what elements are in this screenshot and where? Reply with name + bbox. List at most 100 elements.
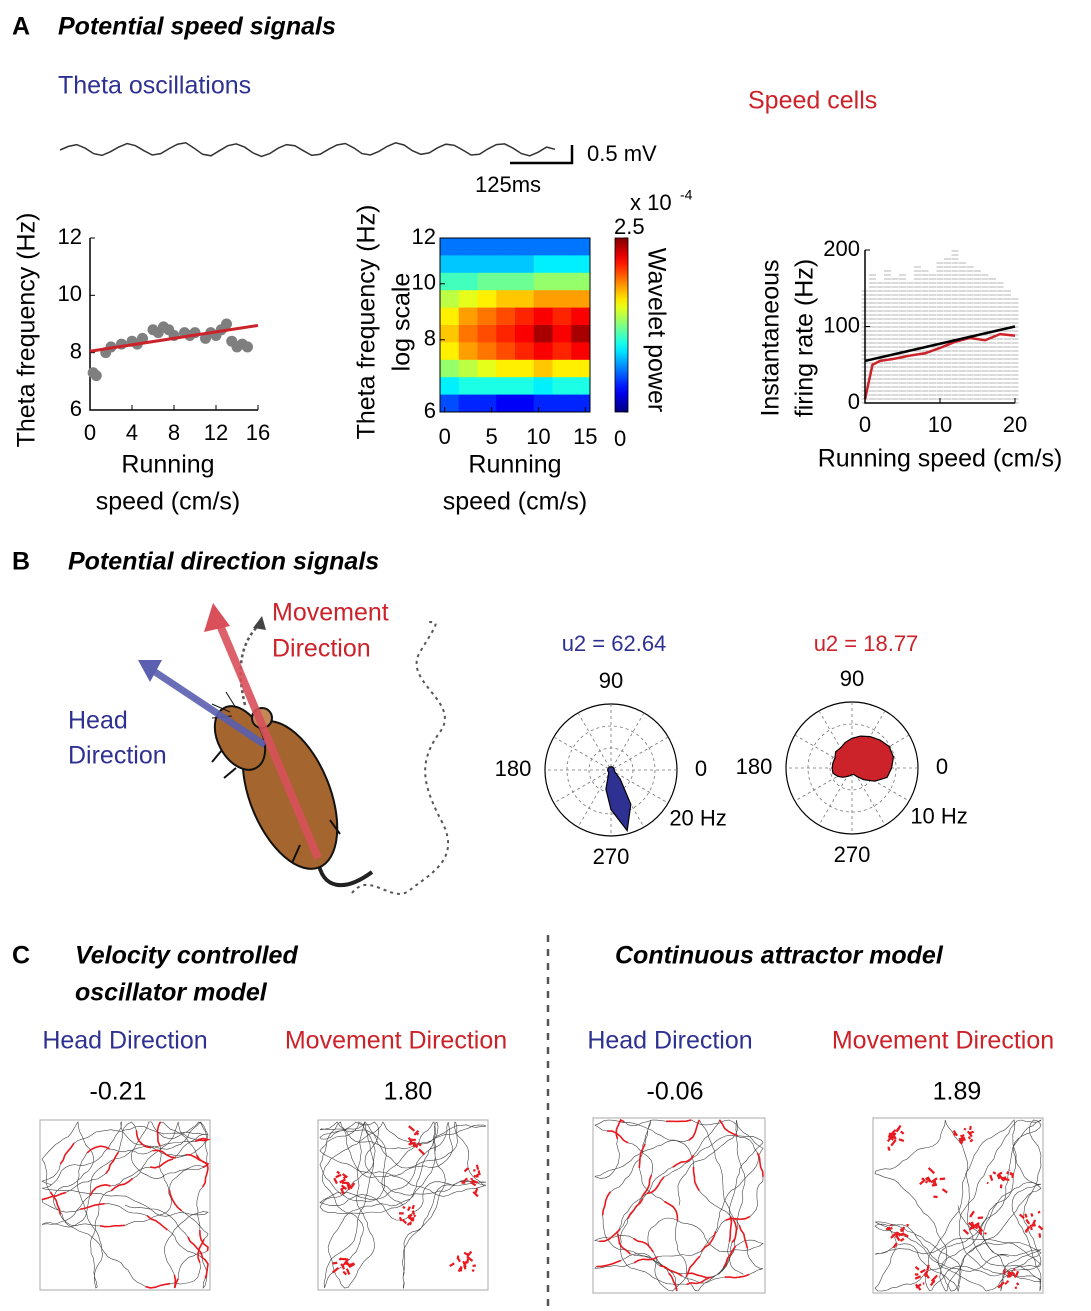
heat-cell bbox=[458, 238, 478, 256]
map-label: Head Direction bbox=[587, 1027, 752, 1055]
heat-cell bbox=[477, 325, 497, 343]
line bbox=[863, 332, 1016, 400]
raster-column bbox=[884, 270, 891, 404]
raster-column bbox=[891, 278, 899, 404]
plot-frame bbox=[439, 237, 591, 413]
point bbox=[221, 318, 232, 330]
heat-cell bbox=[571, 307, 591, 326]
heat-cell bbox=[533, 342, 553, 361]
heat-cell bbox=[477, 238, 497, 256]
y-tick-label: 10 bbox=[412, 270, 436, 295]
heat-cell bbox=[552, 325, 572, 343]
x-axis-label: speed (cm/s) bbox=[96, 488, 240, 516]
map-label: Head Direction bbox=[42, 1027, 207, 1055]
raster-column bbox=[1004, 290, 1011, 404]
trace bbox=[59, 142, 556, 158]
colorbar-exponent: -4 bbox=[680, 187, 693, 203]
firing-field bbox=[886, 1124, 905, 1152]
panel-letter: B bbox=[12, 548, 30, 576]
heat-cell bbox=[440, 342, 460, 361]
firing-field bbox=[885, 1223, 909, 1249]
heat-cell bbox=[515, 307, 535, 326]
heat-cell bbox=[571, 359, 591, 378]
raster-column bbox=[876, 282, 884, 404]
x-tick-label: 10 bbox=[928, 412, 952, 437]
model-title: oscillator model bbox=[75, 979, 268, 1007]
theta-label: Theta oscillations bbox=[58, 72, 251, 100]
raster-column bbox=[989, 278, 996, 404]
x-tick-label: 15 bbox=[573, 424, 597, 449]
heat-cell bbox=[477, 307, 497, 326]
raster-column bbox=[869, 274, 876, 404]
heat-cell bbox=[552, 238, 572, 256]
heat-cell bbox=[458, 272, 478, 291]
heat-cell bbox=[496, 359, 516, 378]
x-axis-label: speed (cm/s) bbox=[443, 488, 587, 516]
angle-label: 0 bbox=[695, 756, 707, 781]
heat-cell bbox=[477, 290, 497, 309]
firing-field bbox=[1018, 1210, 1044, 1238]
movement-label: Direction bbox=[272, 635, 371, 663]
angle-label: 270 bbox=[593, 844, 630, 869]
heat-cell bbox=[571, 342, 591, 361]
map-score: -0.21 bbox=[90, 1078, 147, 1106]
heat-cell bbox=[571, 394, 591, 413]
raster-column bbox=[959, 262, 966, 404]
heat-cell bbox=[552, 272, 572, 291]
heat-cell bbox=[440, 325, 460, 343]
y-tick-label: 200 bbox=[823, 236, 860, 261]
heat-cell bbox=[440, 272, 460, 291]
heat-cell bbox=[477, 377, 497, 396]
fit-line bbox=[89, 323, 259, 353]
y-tick-label: 8 bbox=[424, 326, 436, 351]
panel-letter: A bbox=[12, 13, 30, 41]
firing-field bbox=[962, 1210, 987, 1236]
heat-cell bbox=[458, 394, 478, 413]
heat-cell bbox=[552, 290, 572, 309]
y-tick-label: 10 bbox=[58, 281, 82, 306]
axis bbox=[89, 238, 258, 411]
speed-cells-label: Speed cells bbox=[748, 87, 877, 115]
heat-cell bbox=[496, 342, 516, 361]
x-tick-label: 0 bbox=[439, 424, 451, 449]
heat-cell bbox=[515, 255, 535, 274]
raster-column bbox=[899, 274, 906, 404]
angle-label: 270 bbox=[834, 842, 871, 867]
raster-column bbox=[1011, 298, 1019, 404]
trajectory bbox=[874, 1119, 1042, 1293]
y-tick-label: 100 bbox=[823, 312, 860, 337]
heat-cell bbox=[458, 255, 478, 274]
firing-field bbox=[952, 1125, 975, 1145]
heat-cell bbox=[458, 359, 478, 378]
angle-label: 90 bbox=[599, 668, 623, 693]
y-axis-label: Theta frequency (Hz) bbox=[353, 205, 381, 440]
heat-cell bbox=[440, 394, 460, 413]
heat-cell bbox=[496, 290, 516, 309]
y-axis-label: firing rate (Hz) bbox=[791, 259, 819, 417]
heat-cell bbox=[533, 394, 553, 413]
x-axis-label: Running bbox=[121, 451, 214, 479]
firing-field bbox=[398, 1204, 417, 1226]
heat-cell bbox=[552, 342, 572, 361]
firing-field bbox=[449, 1250, 477, 1273]
heat-cell bbox=[571, 377, 591, 396]
heat-cell bbox=[571, 272, 591, 291]
heat-cell bbox=[477, 359, 497, 378]
y-tick-label: 6 bbox=[70, 396, 82, 421]
polar-lobe bbox=[605, 766, 632, 833]
raster-column bbox=[929, 274, 936, 404]
heat-cell bbox=[477, 342, 497, 361]
heat-cell bbox=[458, 342, 478, 361]
y-axis-label: Instantaneous bbox=[757, 259, 785, 416]
heat-cell bbox=[533, 255, 553, 274]
point bbox=[90, 370, 102, 382]
x-tick-label: 5 bbox=[485, 424, 497, 449]
u2-label: u2 = 62.64 bbox=[562, 631, 667, 656]
firing-field bbox=[331, 1257, 356, 1276]
heat-cell bbox=[440, 377, 460, 396]
heat-cell bbox=[458, 325, 478, 343]
heat-cell bbox=[496, 255, 516, 274]
panel-title: Potential direction signals bbox=[68, 548, 379, 576]
scale-voltage: 0.5 mV bbox=[587, 141, 657, 166]
